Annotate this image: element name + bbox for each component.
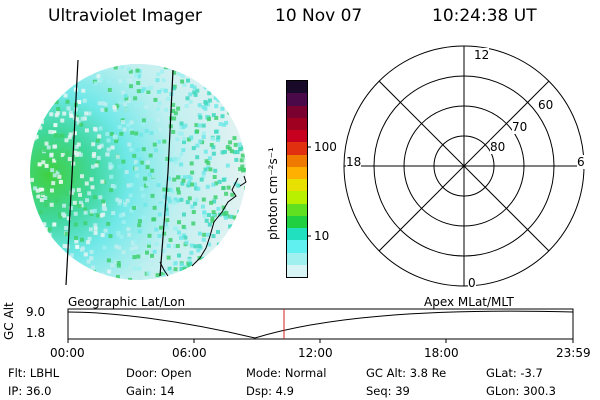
ip-info: IP: 36.0 [8,384,52,398]
timeline-ytick-9: 9.0 [26,305,46,319]
mlt-label-6: 6 [577,155,585,169]
colorbar-segment [287,142,307,155]
timeline-xtick-1800: 18:00 [424,346,459,360]
colorbar-segment [287,203,307,216]
timeline-xtick-1200: 12:00 [298,346,333,360]
colorbar-segment [287,252,307,265]
colorbar-segment [287,105,307,118]
gain-info: Gain: 14 [126,384,175,398]
instrument-title: Ultraviolet Imager [48,6,202,26]
filter-info: Flt: LBHL [8,366,60,380]
gc-alt-info: GC Alt: 3.8 Re [366,366,447,380]
apex-label: Apex MLat/MLT [424,295,514,309]
seq-info: Seq: 39 [366,384,410,398]
glat-info: GLat: -3.7 [486,366,543,380]
coastline-fragment-2 [239,175,247,187]
colorbar-segment [287,117,307,130]
meridian-line-right [159,69,174,277]
meridian-line-left [65,59,79,286]
coastline [191,177,239,267]
colorbar-segment [287,215,307,228]
colorbar-segment [287,154,307,167]
mode-info: Mode: Normal [246,366,327,380]
timeline-xtick-0000: 00:00 [50,346,85,360]
altitude-curve [67,310,574,339]
colorbar-segment [287,81,307,94]
colorbar-tick-10: 10 [314,229,330,243]
mlt-label-18: 18 [346,155,362,169]
colorbar-segment [287,93,307,106]
timeline-ytick-1.8: 1.8 [26,326,46,340]
colorbar-segment [287,264,307,277]
time-label: 10:24:38 UT [432,6,537,26]
door-info: Door: Open [126,366,192,380]
mlat-label-70: 70 [512,120,528,134]
colorbar-segment [287,240,307,253]
colorbar-segment [287,191,307,204]
dsp-info: Dsp: 4.9 [246,384,294,398]
mlat-label-80: 80 [490,140,506,154]
colorbar-segment [287,179,307,192]
colorbar-tick-100: 100 [314,140,337,154]
mlt-label-0: 0 [468,276,476,290]
mlt-label-12: 12 [474,48,490,62]
timeline-ylabel: GC Alt [2,302,16,340]
color-scale-bar [286,80,308,278]
colorbar-segment [287,166,307,179]
colorbar-segment [287,130,307,143]
mlat-label-60: 60 [538,98,554,112]
timeline-xtick-0600: 06:00 [172,346,207,360]
geographic-label: Geographic Lat/Lon [68,295,186,309]
date-label: 10 Nov 07 [275,6,363,26]
glon-info: GLon: 300.3 [486,384,556,398]
colorbar-segment [287,228,307,241]
coastline-fragment [159,261,169,277]
timeline-xtick-2359: 23:59 [556,346,591,360]
